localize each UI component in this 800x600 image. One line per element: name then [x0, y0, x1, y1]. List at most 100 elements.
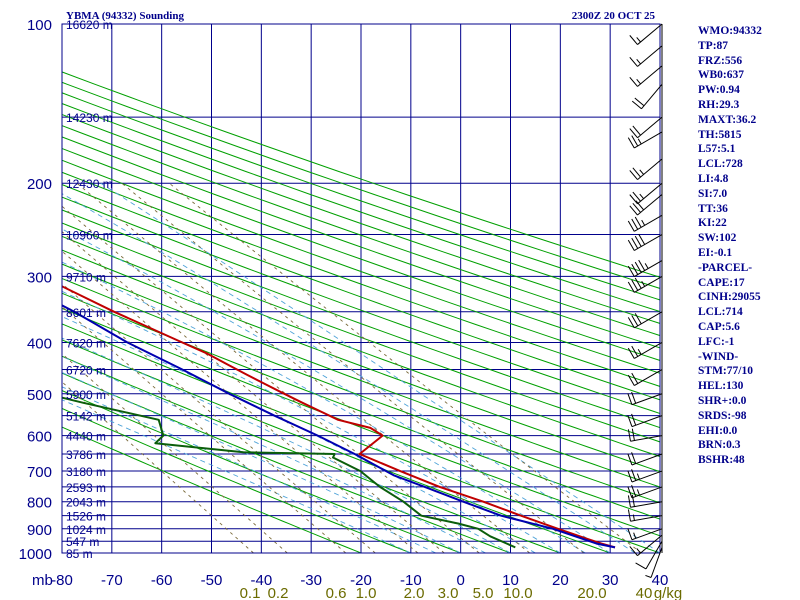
wind-barb — [627, 214, 663, 232]
mixing-ratio-label: 40 — [636, 585, 653, 600]
index-line: LCL:728 — [698, 158, 743, 171]
index-line: -PARCEL- — [698, 261, 753, 274]
dry-adiabat — [62, 355, 561, 553]
index-line: EI:-0.1 — [698, 246, 733, 259]
temperature-tick-label: -50 — [201, 572, 223, 589]
pressure-label: 800 — [27, 495, 52, 512]
index-line: CINH:29055 — [698, 291, 761, 304]
pressure-label: 300 — [27, 269, 52, 286]
height-label: 9710 m — [66, 270, 106, 284]
height-label: 3180 m — [66, 465, 106, 479]
wind-barb — [627, 428, 663, 442]
mixing-ratio-line — [62, 381, 254, 553]
temperature-profile — [62, 285, 616, 549]
wind-barb — [635, 540, 663, 570]
index-line: TP:87 — [698, 39, 729, 52]
mixing-ratio-line — [62, 353, 288, 553]
dry-adiabat — [62, 339, 611, 553]
index-line: TH:5815 — [698, 128, 742, 141]
wind-barb — [627, 275, 663, 293]
index-line: WMO:94332 — [698, 25, 762, 37]
index-line: BSHR:48 — [698, 454, 745, 467]
mixing-ratio-line — [62, 283, 376, 553]
mixing-ratio-label: 3.0 — [438, 585, 459, 600]
index-line: SW:102 — [698, 232, 737, 245]
height-label: 1526 m — [66, 510, 106, 524]
wind-barb — [627, 369, 663, 386]
temperature-tick-label: -80 — [51, 572, 73, 589]
index-line: SI:7.0 — [698, 187, 728, 200]
index-line: LI:4.8 — [698, 172, 729, 185]
mixing-ratio-label: g/kg — [654, 585, 682, 600]
dry-adiabat — [62, 307, 660, 537]
index-line: RH:29.3 — [698, 98, 740, 111]
height-label: 1024 m — [66, 523, 106, 537]
mixing-ratio-line — [76, 182, 530, 553]
height-label: 2593 m — [66, 481, 106, 495]
indices-panel: WMO:94332 TP:87 FRZ:556 WB0:637 PW:0.94 RH:29… — [698, 24, 800, 468]
index-line: FRZ:556 — [698, 54, 743, 67]
mixing-ratio-label: 5.0 — [473, 585, 494, 600]
parcel-profile — [62, 304, 616, 549]
mixing-ratio-label: 10.0 — [503, 585, 532, 600]
mixing-ratio-label: 0.1 — [240, 585, 261, 600]
index-line: L57:5.1 — [698, 143, 736, 156]
wind-barb — [629, 65, 663, 87]
wind-barb — [629, 534, 663, 557]
index-line: HEL:130 — [698, 380, 744, 393]
wind-barb — [629, 182, 663, 205]
wind-barb — [627, 485, 663, 499]
dry-adiabat — [62, 390, 461, 553]
mixing-ratio-line — [62, 306, 347, 553]
height-label: 5900 m — [66, 388, 106, 402]
index-line: STM:77/10 — [698, 365, 753, 378]
mb-unit-label: mb — [32, 572, 53, 589]
dry-adiabat — [62, 235, 660, 458]
index-line: -WIND- — [698, 350, 739, 363]
mixing-ratio-label: 0.2 — [268, 585, 289, 600]
wind-barb — [629, 194, 663, 216]
temperature-tick-label: 30 — [602, 572, 619, 589]
temperature-tick-label: -60 — [151, 572, 173, 589]
valid-time: 2300Z 20 OCT 25 — [571, 10, 655, 22]
dry-adiabat — [62, 147, 660, 361]
pressure-label: 600 — [27, 429, 52, 446]
index-line: CAP:5.6 — [698, 320, 740, 333]
wind-barb — [631, 83, 663, 110]
wind-barb — [627, 259, 663, 277]
temperature-tick-label: -20 — [350, 572, 372, 589]
height-label: 6720 m — [66, 364, 106, 378]
index-line: WB0:637 — [698, 69, 744, 82]
dry-adiabat — [62, 171, 660, 387]
dewpoint-profile — [62, 396, 516, 549]
index-line: BRN:0.3 — [698, 439, 741, 452]
temperature-tick-label: 10 — [502, 572, 519, 589]
wind-barb — [627, 528, 663, 541]
height-label: 12430 m — [66, 177, 113, 191]
height-label: 547 m — [66, 535, 99, 549]
dry-adiabat — [62, 103, 660, 313]
height-label: 16620 m — [66, 18, 113, 32]
wind-barb — [627, 509, 663, 522]
index-line: EHI:0.0 — [698, 424, 738, 437]
moist-adiabat — [100, 182, 660, 553]
temperature-tick-label: -10 — [400, 572, 422, 589]
dry-adiabat — [62, 125, 660, 337]
dry-adiabat — [62, 92, 660, 301]
height-label: 7620 m — [66, 336, 106, 350]
dry-adiabat — [62, 222, 660, 443]
dry-adiabat — [62, 184, 660, 401]
temperature-tick-label: -70 — [101, 572, 123, 589]
index-line: MAXT:36.2 — [698, 113, 757, 126]
dry-adiabat — [62, 249, 660, 473]
wind-barb — [627, 452, 663, 466]
wind-barb — [627, 494, 663, 508]
pressure-label: 200 — [27, 176, 52, 193]
moist-adiabat — [62, 228, 611, 553]
height-label: 4440 m — [66, 430, 106, 444]
mixing-ratio-label: 1.0 — [356, 585, 377, 600]
pressure-label: 1000 — [19, 546, 52, 563]
mixing-ratio-label: 0.6 — [326, 585, 347, 600]
pressure-label: 900 — [27, 522, 52, 539]
plot-frame — [61, 23, 661, 554]
